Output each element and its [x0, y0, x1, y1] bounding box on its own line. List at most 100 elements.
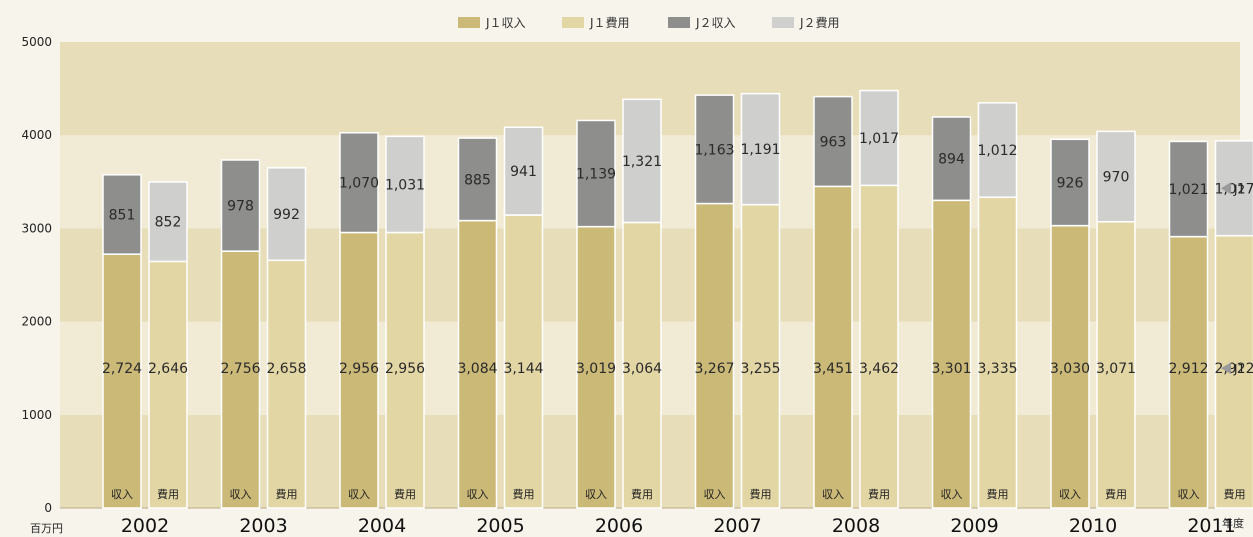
bar-j2-income — [339, 132, 379, 234]
data-label-j2-cost: 992 — [273, 207, 300, 223]
bar-type-label: 収入 — [585, 488, 607, 501]
bar-type-label: 費用 — [157, 487, 179, 501]
x-tick-label: 2010 — [1069, 515, 1117, 537]
data-label-j1-cost: 2,658 — [266, 361, 306, 377]
data-label-j2-income: 894 — [938, 152, 965, 168]
bar-j1-income — [102, 253, 142, 509]
bar-type-label: 費用 — [868, 487, 890, 501]
bar-j1-income — [1168, 235, 1209, 509]
data-label-j2-income: 851 — [109, 207, 136, 223]
data-label-j2-cost: 1,031 — [385, 177, 425, 193]
side-marker-icon — [1221, 362, 1231, 375]
bar-j1-cost — [148, 260, 188, 509]
bar-type-label: 収入 — [1059, 488, 1081, 501]
data-label-j1-cost: 3,462 — [859, 361, 899, 377]
y-tick-label: 3000 — [21, 221, 52, 235]
bar-j1-cost — [385, 231, 425, 509]
data-label-j1-cost: 3,335 — [977, 361, 1017, 377]
data-label-j1-cost: 3,255 — [740, 361, 780, 377]
bar-j1-income — [576, 225, 616, 509]
bar-type-label: 費用 — [1224, 487, 1246, 501]
legend-swatch — [668, 17, 690, 28]
y-unit-label: 百万円 — [30, 522, 63, 535]
data-label-j1-income: 2,756 — [220, 361, 260, 377]
data-label-j2-income: 885 — [464, 172, 491, 188]
bar-type-label: 費用 — [631, 487, 653, 501]
data-label-j2-cost: 1,321 — [622, 154, 662, 170]
y-tick-label: 4000 — [21, 128, 52, 142]
x-tick-label: 2005 — [476, 515, 524, 537]
bar-type-label: 費用 — [276, 487, 298, 501]
bar-j2-income — [1050, 138, 1090, 227]
bar-j2-income — [931, 116, 972, 202]
bar-type-label: 収入 — [111, 488, 133, 501]
bar-j1-income — [694, 202, 735, 509]
bar-j1-income — [813, 185, 853, 509]
legend-swatch — [562, 17, 584, 28]
x-tick-label: 2008 — [832, 515, 880, 537]
data-label-j2-cost: 1,012 — [977, 143, 1017, 159]
bar-type-label: 費用 — [1105, 487, 1127, 501]
bar-j2-cost — [148, 181, 188, 263]
bar-type-label: 費用 — [750, 487, 772, 501]
side-label-j1: J1 — [1233, 362, 1245, 376]
x-tick-label: 2007 — [713, 515, 761, 537]
bar-j1-income — [1050, 224, 1090, 509]
bar-j2-income — [102, 174, 142, 255]
y-tick-label: 0 — [44, 501, 52, 515]
data-label-j1-cost: 2,922 — [1214, 361, 1253, 377]
bar-j2-income — [1168, 140, 1209, 238]
data-label-j2-income: 926 — [1057, 175, 1084, 191]
data-label-j1-cost: 2,956 — [385, 361, 425, 377]
data-label-j1-income: 2,724 — [102, 361, 142, 377]
legend-label: J１収入 — [485, 16, 526, 30]
data-label-j2-cost: 1,017 — [1214, 181, 1253, 197]
bar-type-label: 収入 — [467, 488, 489, 501]
legend-swatch — [772, 17, 794, 28]
data-label-j1-income: 3,451 — [813, 361, 853, 377]
bar-j2-cost — [385, 135, 425, 234]
data-label-j2-income: 1,163 — [694, 142, 734, 158]
bar-j2-cost — [1096, 130, 1136, 223]
bar-j2-cost — [977, 102, 1018, 198]
y-tick-label: 2000 — [21, 315, 52, 329]
y-tick-label: 5000 — [21, 35, 52, 49]
bar-type-label: 収入 — [348, 488, 370, 501]
bar-j2-cost — [622, 98, 662, 224]
bar-j2-income — [220, 159, 261, 252]
data-label-j2-cost: 852 — [155, 215, 182, 231]
data-label-j1-income: 3,267 — [694, 361, 734, 377]
x-tick-label: 2011 — [1187, 515, 1235, 537]
bar-type-label: 収入 — [1178, 488, 1200, 501]
bar-j2-income — [576, 119, 616, 228]
bar-type-label: 費用 — [513, 487, 535, 501]
legend-swatch — [458, 17, 480, 28]
data-label-j2-income: 978 — [227, 199, 254, 215]
data-label-j1-income: 2,956 — [339, 361, 379, 377]
data-label-j1-cost: 3,064 — [622, 361, 662, 377]
x-tick-label: 2003 — [239, 515, 287, 537]
data-label-j1-income: 2,912 — [1168, 361, 1208, 377]
x-unit-label: 年度 — [1222, 516, 1244, 530]
bar-type-label: 費用 — [394, 487, 416, 501]
x-tick-label: 2006 — [595, 515, 643, 537]
data-label-j1-income: 3,301 — [931, 361, 971, 377]
side-marker-icon — [1221, 182, 1231, 195]
bar-j2-income — [813, 95, 853, 188]
bar-j2-cost — [503, 126, 544, 216]
legend-label: J２費用 — [799, 15, 840, 30]
legend-label: J１費用 — [589, 15, 630, 30]
bar-type-label: 収入 — [941, 488, 963, 501]
legend-label: J２収入 — [695, 16, 736, 30]
data-label-j1-income: 3,084 — [457, 361, 497, 377]
bar-j1-cost — [1096, 221, 1136, 509]
bar-type-label: 収入 — [230, 488, 252, 501]
data-label-j1-cost: 3,071 — [1096, 361, 1136, 377]
bar-j2-cost — [859, 89, 899, 187]
bar-j1-income — [931, 199, 972, 509]
data-label-j2-income: 1,139 — [576, 167, 616, 183]
bar-j1-cost — [859, 184, 899, 509]
data-label-j1-income: 3,019 — [576, 361, 616, 377]
